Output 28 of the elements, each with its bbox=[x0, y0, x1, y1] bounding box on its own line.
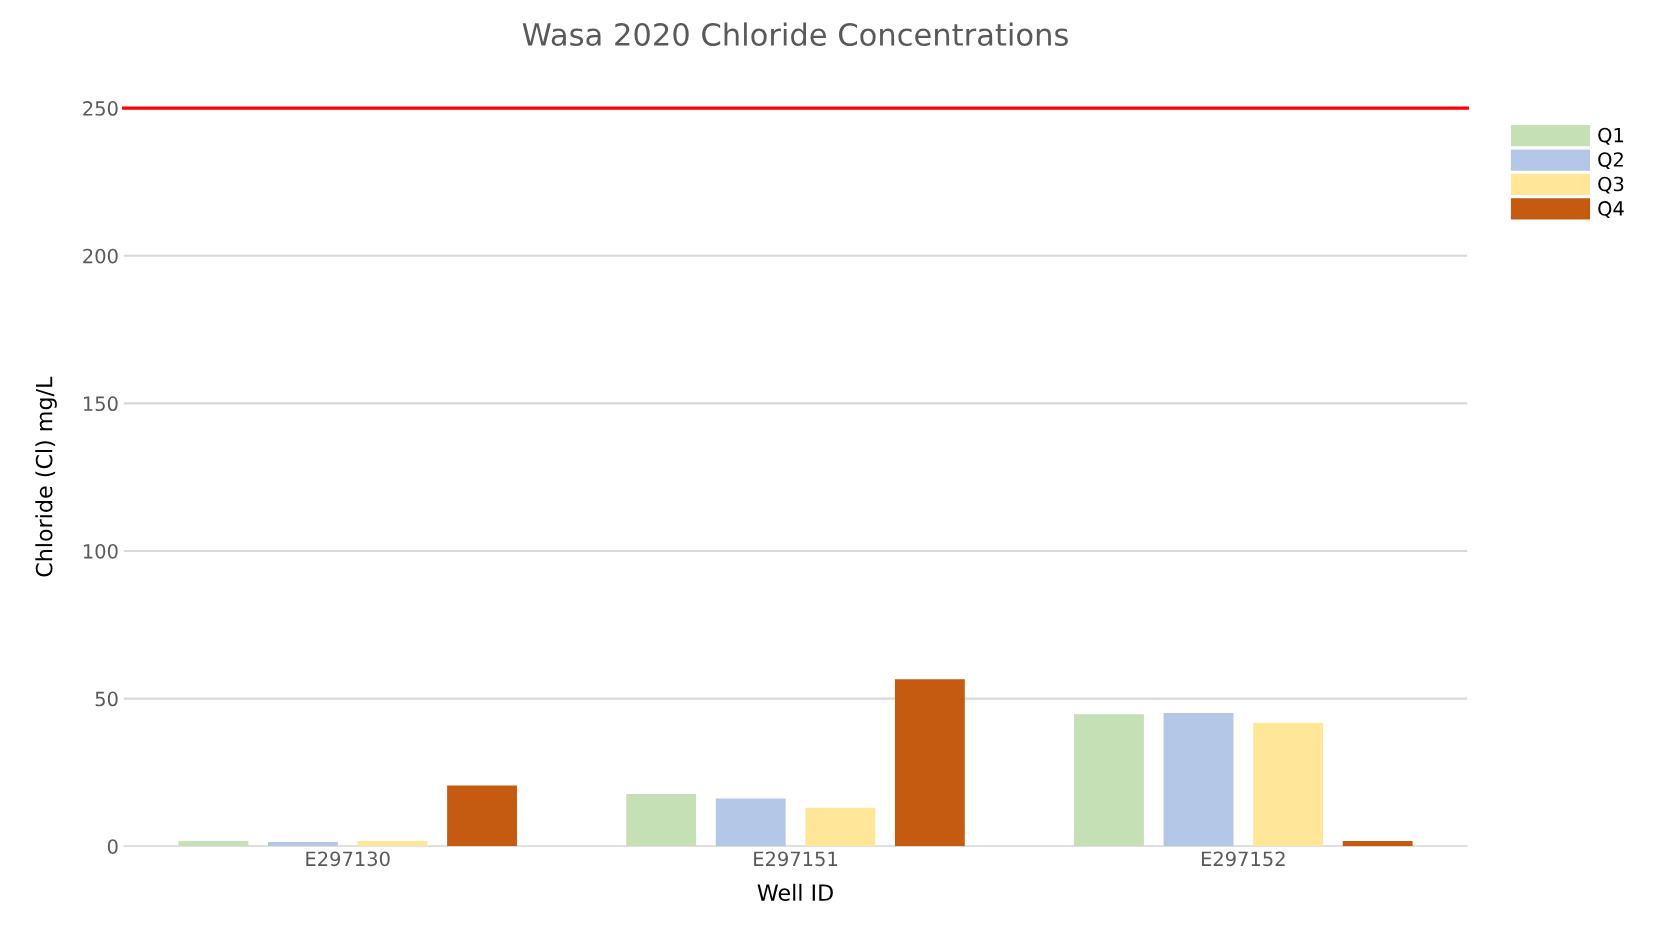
legend-label: Q1 bbox=[1598, 127, 1624, 145]
bar bbox=[447, 785, 517, 847]
bar bbox=[268, 842, 338, 847]
bar bbox=[1163, 713, 1234, 847]
bar bbox=[626, 794, 697, 847]
bar bbox=[1342, 840, 1413, 847]
bar bbox=[805, 807, 876, 847]
y-tick-label: 0 bbox=[107, 839, 118, 854]
bar bbox=[894, 679, 965, 847]
bar bbox=[1253, 722, 1324, 847]
bar bbox=[715, 798, 786, 847]
legend-label: Q2 bbox=[1598, 152, 1623, 170]
x-tick-label: E297130 bbox=[306, 851, 390, 867]
legend-label: Q4 bbox=[1598, 201, 1624, 219]
y-tick-label: 150 bbox=[83, 396, 118, 412]
y-tick-label: 250 bbox=[83, 101, 118, 116]
y-axis-title: Chloride (Cl) mg/L bbox=[35, 376, 57, 577]
bar bbox=[178, 840, 249, 847]
bar bbox=[357, 840, 428, 847]
chart-title: Wasa 2020 Chloride Concentrations bbox=[522, 22, 1068, 47]
x-axis-title: Well ID bbox=[757, 883, 833, 902]
y-tick-label: 100 bbox=[83, 543, 118, 559]
legend-label: Q3 bbox=[1598, 176, 1624, 194]
y-tick-label: 50 bbox=[95, 691, 118, 707]
y-tick-label: 200 bbox=[83, 248, 118, 264]
x-tick-label: E297151 bbox=[754, 851, 837, 867]
bar bbox=[1074, 714, 1144, 847]
x-tick-label: E297152 bbox=[1201, 851, 1285, 867]
